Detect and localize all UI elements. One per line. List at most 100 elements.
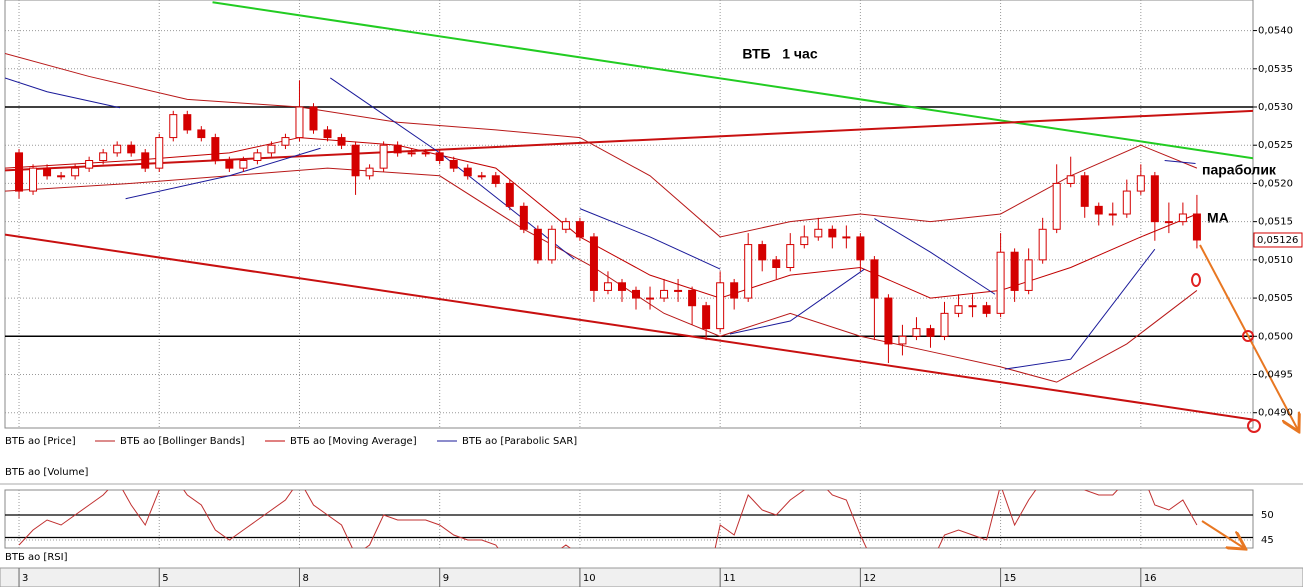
candle-body bbox=[421, 152, 430, 155]
candle-body bbox=[912, 328, 921, 337]
candle-body bbox=[323, 129, 332, 139]
x-tick-label: 11 bbox=[723, 573, 736, 584]
candle-body bbox=[141, 152, 150, 169]
candle-body bbox=[716, 282, 725, 330]
candle-body bbox=[337, 137, 346, 146]
x-tick-label: 5 bbox=[162, 573, 168, 584]
price-tag-label: 0,05126 bbox=[1257, 235, 1298, 246]
candle-body bbox=[547, 228, 556, 261]
candle-body bbox=[1122, 190, 1131, 215]
y-tick-label: 0,0525 bbox=[1258, 140, 1293, 151]
candle-body bbox=[954, 305, 963, 314]
candle-body bbox=[127, 144, 136, 154]
candle-body bbox=[1192, 213, 1201, 241]
candle-body bbox=[365, 167, 374, 177]
series-line bbox=[729, 268, 865, 335]
candle-body bbox=[1178, 213, 1187, 223]
marker-circle bbox=[1247, 419, 1261, 433]
series-line bbox=[579, 208, 721, 270]
candle-body bbox=[884, 297, 893, 345]
candle-body bbox=[786, 244, 795, 268]
candle-body bbox=[814, 228, 823, 238]
candle-body bbox=[533, 228, 542, 261]
series-line bbox=[5, 77, 121, 109]
candle-body bbox=[505, 182, 514, 207]
series-line bbox=[1004, 248, 1156, 370]
candle-body bbox=[449, 160, 458, 169]
candle-body bbox=[85, 160, 94, 169]
series-line bbox=[5, 53, 1198, 238]
candle-body bbox=[688, 289, 697, 307]
candle-body bbox=[491, 175, 500, 184]
y-tick-label: 0,0520 bbox=[1258, 178, 1293, 189]
legend-label: ВТБ ао [Price] bbox=[5, 436, 76, 447]
series-line bbox=[125, 147, 321, 200]
candle-body bbox=[71, 167, 80, 177]
candle-body bbox=[169, 114, 178, 139]
candle-body bbox=[225, 160, 234, 169]
y-tick-label: 0,0535 bbox=[1258, 64, 1293, 75]
series-line bbox=[18, 490, 1198, 548]
legend-label: ВТБ ао [Moving Average] bbox=[290, 436, 417, 447]
candle-body bbox=[744, 244, 753, 299]
candle-body bbox=[435, 152, 444, 162]
candle-body bbox=[1136, 175, 1145, 192]
x-tick-label: 12 bbox=[863, 573, 876, 584]
candle-body bbox=[155, 137, 164, 169]
candle-body bbox=[295, 106, 304, 139]
candle-body bbox=[800, 236, 809, 246]
candle-body bbox=[603, 282, 612, 291]
candle-body bbox=[197, 129, 206, 139]
trend-line bbox=[212, 1, 1253, 160]
x-tick-label: 8 bbox=[302, 573, 308, 584]
annotation: параболик bbox=[1202, 162, 1277, 178]
candle-body bbox=[898, 335, 907, 345]
y-tick-label: 0,0540 bbox=[1258, 26, 1293, 37]
candle-body bbox=[267, 144, 276, 154]
candle-body bbox=[842, 236, 851, 239]
price-tag bbox=[1253, 232, 1303, 248]
candle-body bbox=[29, 167, 38, 192]
y-tick-label: 0,0500 bbox=[1258, 331, 1293, 342]
candle-body bbox=[1150, 175, 1159, 223]
x-tick-label: 9 bbox=[443, 573, 449, 584]
candle-body bbox=[183, 114, 192, 131]
candle-body bbox=[15, 152, 24, 192]
x-tick-label: 10 bbox=[583, 573, 596, 584]
price-plot bbox=[5, 0, 1253, 428]
y-tick-label: 0,0495 bbox=[1258, 370, 1293, 381]
trend-line bbox=[5, 233, 1253, 421]
y-tick-label: 0,0515 bbox=[1258, 217, 1293, 228]
candle-body bbox=[646, 297, 655, 300]
forecast-arrow bbox=[1201, 520, 1244, 548]
candle-body bbox=[758, 244, 767, 261]
candle-body bbox=[253, 152, 262, 162]
candle-body bbox=[351, 144, 360, 177]
x-tick-label: 15 bbox=[1004, 573, 1017, 584]
candle-body bbox=[617, 282, 626, 291]
forecast-arrow bbox=[1199, 244, 1298, 430]
series-line bbox=[1164, 160, 1196, 165]
candle-body bbox=[940, 312, 949, 337]
candle-body bbox=[1010, 251, 1019, 291]
x-tick-label: 16 bbox=[1144, 573, 1157, 584]
candle-body bbox=[309, 106, 318, 131]
legend-label: ВТБ ао [Bollinger Bands] bbox=[120, 436, 245, 447]
candle-body bbox=[477, 175, 486, 178]
series-line bbox=[874, 218, 996, 295]
candle-body bbox=[982, 305, 991, 314]
y-tick-label: 0,0505 bbox=[1258, 293, 1293, 304]
candle-body bbox=[519, 205, 528, 230]
candle-body bbox=[239, 160, 248, 169]
candle-body bbox=[632, 289, 641, 299]
candle-body bbox=[926, 328, 935, 337]
rsi-title: ВТБ ао [RSI] bbox=[5, 552, 68, 563]
candle-body bbox=[674, 289, 683, 292]
candle-body bbox=[1038, 228, 1047, 261]
time-axis bbox=[0, 567, 1303, 587]
series-line bbox=[5, 137, 1198, 299]
y-tick-label: 0,0510 bbox=[1258, 255, 1293, 266]
candle-body bbox=[1164, 221, 1173, 224]
chart-title: ВТБ 1 час bbox=[742, 46, 817, 62]
y-tick-label: 0,0530 bbox=[1258, 102, 1293, 113]
